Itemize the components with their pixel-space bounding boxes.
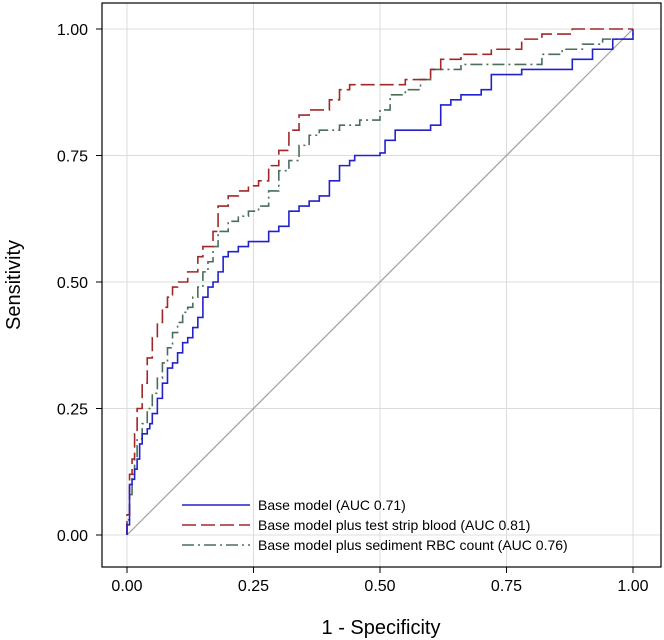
grid	[102, 3, 661, 567]
y-axis-title: Sensitivity	[3, 240, 25, 330]
y-tick-label: 0.75	[57, 149, 88, 166]
y-tick-label: 1.00	[57, 22, 88, 39]
x-tick-label: 0.50	[364, 578, 395, 595]
x-tick-label: 0.25	[238, 578, 269, 595]
legend-label-sediment-rbc: Base model plus sediment RBC count (AUC …	[258, 537, 568, 553]
x-axis-title: 1 - Specificity	[322, 617, 441, 639]
roc-curve-series-0	[126, 29, 634, 535]
legend-label-base-model: Base model (AUC 0.71)	[258, 497, 406, 513]
roc-curve-series-1	[126, 28, 633, 535]
legend-item: Base model plus test strip blood (AUC 0.…	[182, 517, 530, 533]
x-tick-label: 0.00	[111, 578, 142, 595]
x-tick-label: 0.75	[491, 578, 522, 595]
legend-label-test-strip-blood: Base model plus test strip blood (AUC 0.…	[258, 517, 530, 533]
y-tick-label: 0.25	[57, 402, 88, 419]
roc-curves	[126, 28, 634, 535]
legend-item: Base model (AUC 0.71)	[182, 497, 406, 513]
legend: Base model (AUC 0.71) Base model plus te…	[182, 497, 568, 553]
y-tick-label: 0.00	[57, 528, 88, 545]
axis-ticks: 0.00 0.25 0.50 0.75 1.00 0.00 0.25 0.50 0.75 1.00	[57, 22, 649, 595]
x-tick-label: 1.00	[617, 578, 648, 595]
plot-frame	[101, 2, 662, 568]
legend-item: Base model plus sediment RBC count (AUC …	[182, 537, 568, 553]
y-tick-label: 0.50	[57, 275, 88, 292]
chance-reference-line	[126, 28, 634, 536]
